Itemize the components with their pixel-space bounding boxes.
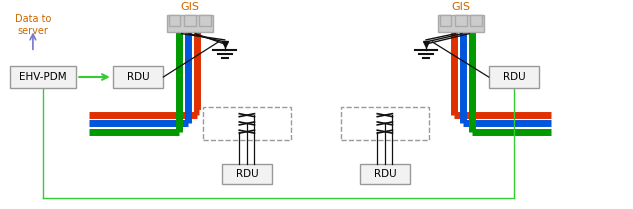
Bar — [113, 66, 163, 88]
Bar — [222, 164, 272, 184]
Bar — [455, 15, 467, 27]
Text: EHV-PDM: EHV-PDM — [19, 72, 67, 82]
Bar — [199, 15, 211, 27]
Bar — [341, 107, 429, 140]
Bar — [203, 107, 291, 140]
Bar — [169, 15, 180, 27]
Text: RDU: RDU — [503, 72, 525, 82]
Bar — [167, 15, 213, 32]
Text: RDU: RDU — [373, 169, 396, 179]
Text: GIS: GIS — [451, 2, 470, 12]
Bar — [438, 15, 484, 32]
Bar — [10, 66, 76, 88]
Text: GIS: GIS — [180, 2, 199, 12]
Text: Data to
server: Data to server — [15, 14, 51, 36]
Bar — [360, 164, 410, 184]
Text: RDU: RDU — [127, 72, 149, 82]
Bar — [489, 66, 539, 88]
Bar — [184, 15, 196, 27]
Bar — [440, 15, 451, 27]
Bar — [470, 15, 482, 27]
Text: RDU: RDU — [235, 169, 258, 179]
